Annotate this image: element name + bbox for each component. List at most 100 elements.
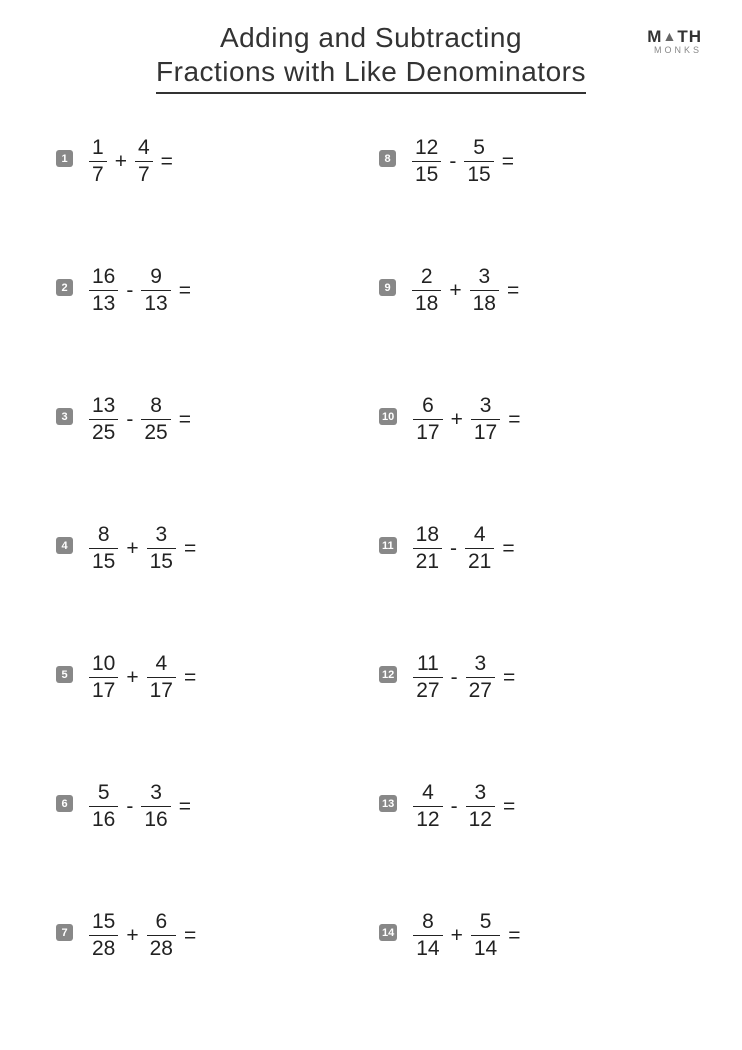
numerator: 6 xyxy=(419,394,437,419)
denominator: 21 xyxy=(465,548,494,574)
numerator: 8 xyxy=(95,523,113,548)
problem-number-badge: 11 xyxy=(379,537,397,554)
problem-row: 117+47= xyxy=(56,124,379,253)
fraction-b: 515 xyxy=(464,136,493,187)
fraction-b: 825 xyxy=(141,394,170,445)
denominator: 27 xyxy=(466,677,495,703)
expression: 1215-515= xyxy=(412,136,514,187)
numerator: 8 xyxy=(419,910,437,935)
denominator: 13 xyxy=(89,290,118,316)
operator: + xyxy=(449,279,461,303)
fraction-a: 1127 xyxy=(413,652,442,703)
numerator: 1 xyxy=(89,136,107,161)
fraction-a: 617 xyxy=(413,394,442,445)
equals-sign: = xyxy=(179,408,191,432)
numerator: 12 xyxy=(412,136,441,161)
operator: + xyxy=(451,408,463,432)
expression: 516-316= xyxy=(89,781,191,832)
numerator: 13 xyxy=(89,394,118,419)
equals-sign: = xyxy=(184,924,196,948)
denominator: 16 xyxy=(89,806,118,832)
numerator: 11 xyxy=(414,652,442,677)
denominator: 17 xyxy=(413,419,442,445)
numerator: 4 xyxy=(152,652,170,677)
denominator: 28 xyxy=(147,935,176,961)
numerator: 5 xyxy=(470,136,488,161)
expression: 617+317= xyxy=(413,394,520,445)
problem-row: 21613-913= xyxy=(56,253,379,382)
denominator: 25 xyxy=(141,419,170,445)
problem-row: 10617+317= xyxy=(379,382,702,511)
equals-sign: = xyxy=(507,279,519,303)
expression: 814+514= xyxy=(413,910,520,961)
fraction-b: 327 xyxy=(466,652,495,703)
equals-sign: = xyxy=(503,666,515,690)
denominator: 15 xyxy=(89,548,118,574)
denominator: 12 xyxy=(413,806,442,832)
denominator: 15 xyxy=(464,161,493,187)
operator: + xyxy=(451,924,463,948)
title-line-2: Fractions with Like Denominators xyxy=(156,56,586,94)
fraction-a: 17 xyxy=(89,136,107,187)
problem-number-badge: 5 xyxy=(56,666,73,683)
problem-row: 121127-327= xyxy=(379,640,702,769)
fraction-b: 317 xyxy=(471,394,500,445)
numerator: 6 xyxy=(152,910,170,935)
problem-row: 11 1821-421= xyxy=(379,511,702,640)
denominator: 27 xyxy=(413,677,442,703)
fraction-b: 312 xyxy=(466,781,495,832)
numerator: 4 xyxy=(135,136,153,161)
fraction-a: 815 xyxy=(89,523,118,574)
problem-row: 14814+514= xyxy=(379,898,702,1027)
problem-row: 31325-825= xyxy=(56,382,379,511)
fraction-a: 1613 xyxy=(89,265,118,316)
problem-row: 13412-312= xyxy=(379,769,702,898)
fraction-b: 417 xyxy=(147,652,176,703)
equals-sign: = xyxy=(179,795,191,819)
numerator: 9 xyxy=(147,265,165,290)
problem-number-badge: 2 xyxy=(56,279,73,296)
fraction-a: 1325 xyxy=(89,394,118,445)
problem-number-badge: 14 xyxy=(379,924,397,941)
equals-sign: = xyxy=(179,279,191,303)
fraction-a: 1017 xyxy=(89,652,118,703)
logo-left: M xyxy=(647,27,662,46)
denominator: 13 xyxy=(141,290,170,316)
equals-sign: = xyxy=(503,795,515,819)
problem-row: 71528+628= xyxy=(56,898,379,1027)
numerator: 3 xyxy=(147,781,165,806)
equals-sign: = xyxy=(508,924,520,948)
denominator: 14 xyxy=(471,935,500,961)
problem-number-badge: 9 xyxy=(379,279,396,296)
fraction-a: 516 xyxy=(89,781,118,832)
expression: 1325-825= xyxy=(89,394,191,445)
expression: 1017 +417 = xyxy=(89,652,196,703)
numerator: 3 xyxy=(475,265,493,290)
problem-row: 81215-515= xyxy=(379,124,702,253)
problem-row: 4815+315= xyxy=(56,511,379,640)
fraction-b: 913 xyxy=(141,265,170,316)
problem-number-badge: 12 xyxy=(379,666,397,683)
denominator: 17 xyxy=(471,419,500,445)
numerator: 4 xyxy=(419,781,437,806)
denominator: 25 xyxy=(89,419,118,445)
equals-sign: = xyxy=(184,666,196,690)
fraction-a: 412 xyxy=(413,781,442,832)
operator: - xyxy=(126,408,133,432)
problem-row: 9218+318= xyxy=(379,253,702,382)
denominator: 17 xyxy=(147,677,176,703)
operator: + xyxy=(126,666,138,690)
denominator: 15 xyxy=(412,161,441,187)
expression: 1127-327= xyxy=(413,652,515,703)
equals-sign: = xyxy=(161,150,173,174)
numerator: 4 xyxy=(471,523,489,548)
fraction-b: 628 xyxy=(147,910,176,961)
logo-right: TH xyxy=(677,27,702,46)
expression: 815+315= xyxy=(89,523,196,574)
denominator: 16 xyxy=(141,806,170,832)
triangle-icon: ▲ xyxy=(662,29,677,43)
expression: 1821-421= xyxy=(413,523,515,574)
title-line-1: Adding and Subtracting xyxy=(0,22,742,54)
numerator: 5 xyxy=(95,781,113,806)
operator: + xyxy=(126,537,138,561)
